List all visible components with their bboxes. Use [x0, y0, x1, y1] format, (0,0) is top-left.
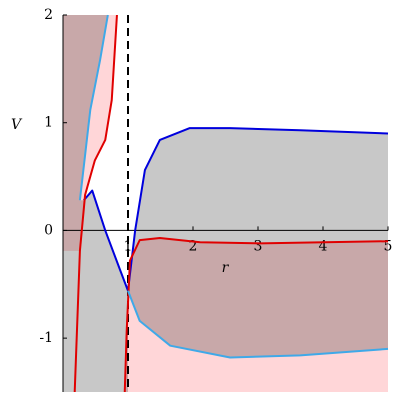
x-axis-label: r — [222, 260, 230, 276]
y-tick-label: 2 — [44, 7, 53, 23]
region — [124, 237, 388, 392]
y-tick-label: 0 — [44, 222, 53, 238]
x-tick-label: 5 — [384, 238, 393, 254]
region — [63, 15, 117, 251]
y-tick-label: 1 — [44, 115, 53, 131]
regions — [63, 15, 388, 392]
x-tick-label: 3 — [254, 238, 263, 254]
curve — [73, 14, 389, 393]
x-tick-label: 2 — [189, 238, 198, 254]
y-axis-label: V — [11, 117, 23, 133]
axes: 1 2 3 4 5 -1 0 1 2 — [39, 7, 392, 392]
x-tick-label: 4 — [319, 238, 328, 254]
curves — [73, 14, 389, 393]
curve — [78, 14, 389, 359]
x-tick-label: 1 — [124, 238, 133, 254]
curve — [83, 127, 389, 292]
y-tick-label: -1 — [39, 330, 53, 346]
